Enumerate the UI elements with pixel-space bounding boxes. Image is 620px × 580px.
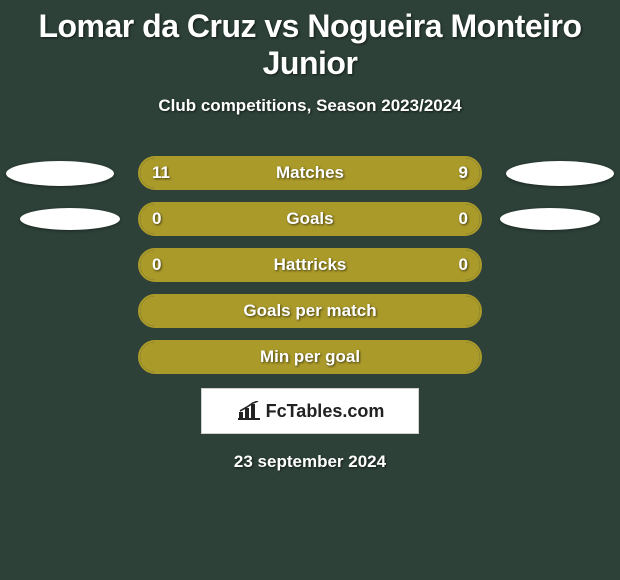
stat-row: Goals per match (0, 294, 620, 328)
bar-fill-right (310, 204, 480, 234)
page-subtitle: Club competitions, Season 2023/2024 (0, 96, 620, 116)
stat-bar (138, 156, 482, 190)
stat-bar (138, 294, 482, 328)
bar-fill-right (327, 158, 480, 188)
footer-date: 23 september 2024 (0, 452, 620, 472)
stat-value-right: 9 (459, 156, 468, 190)
player-right-ellipse (506, 161, 614, 186)
bar-fill-left (140, 296, 310, 326)
bar-fill-left (140, 250, 310, 280)
player-left-ellipse (6, 161, 114, 186)
stat-bar (138, 248, 482, 282)
stat-value-right: 0 (459, 248, 468, 282)
stat-value-left: 0 (152, 202, 161, 236)
player-left-ellipse (20, 208, 120, 230)
stat-value-right: 0 (459, 202, 468, 236)
player-right-ellipse (500, 208, 600, 230)
stat-row: Hattricks00 (0, 248, 620, 282)
stat-row: Goals00 (0, 202, 620, 236)
stat-value-left: 0 (152, 248, 161, 282)
stat-bar (138, 340, 482, 374)
logo: FcTables.com (236, 401, 385, 422)
logo-text: FcTables.com (266, 401, 385, 422)
bar-fill-left (140, 342, 310, 372)
stat-row: Matches119 (0, 156, 620, 190)
stat-row: Min per goal (0, 340, 620, 374)
bar-fill-right (310, 296, 480, 326)
stat-rows: Matches119Goals00Hattricks00Goals per ma… (0, 156, 620, 374)
comparison-widget: Lomar da Cruz vs Nogueira Monteiro Junio… (0, 0, 620, 472)
bar-fill-right (310, 250, 480, 280)
logo-box[interactable]: FcTables.com (201, 388, 419, 434)
stat-bar (138, 202, 482, 236)
page-title: Lomar da Cruz vs Nogueira Monteiro Junio… (0, 0, 620, 82)
stat-value-left: 11 (152, 156, 170, 190)
bar-fill-left (140, 204, 310, 234)
bars-icon (236, 401, 262, 421)
bar-fill-right (310, 342, 480, 372)
